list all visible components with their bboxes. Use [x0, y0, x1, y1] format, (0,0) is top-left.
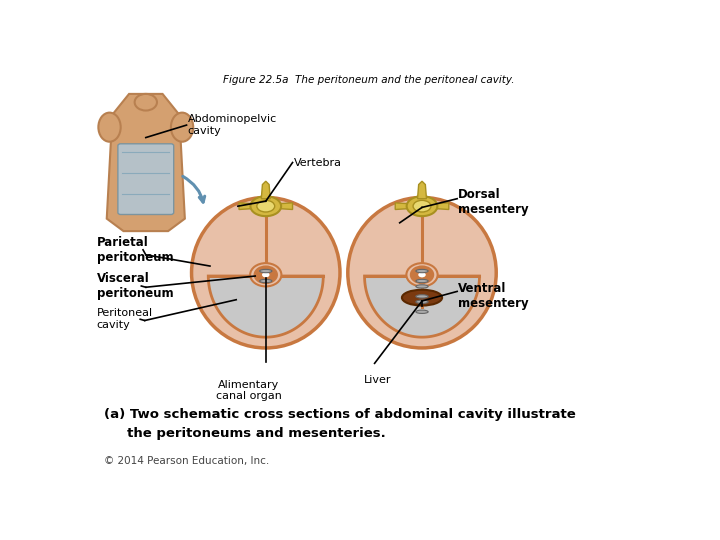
Ellipse shape [416, 279, 428, 282]
Text: Abdominopelvic
cavity: Abdominopelvic cavity [188, 114, 277, 136]
Ellipse shape [411, 266, 433, 283]
Polygon shape [239, 203, 258, 210]
Text: Figure 22.5a  The peritoneum and the peritoneal cavity.: Figure 22.5a The peritoneum and the peri… [223, 75, 515, 85]
Polygon shape [107, 94, 185, 231]
Text: Parietal
peritoneum: Parietal peritoneum [96, 236, 174, 264]
Text: Liver: Liver [364, 375, 391, 384]
Text: Ventral
mesentery: Ventral mesentery [459, 281, 529, 309]
Ellipse shape [261, 272, 270, 278]
Ellipse shape [407, 196, 437, 216]
Ellipse shape [416, 300, 428, 303]
Ellipse shape [416, 295, 428, 298]
FancyBboxPatch shape [118, 144, 174, 214]
Ellipse shape [416, 310, 428, 313]
Ellipse shape [413, 200, 431, 212]
Ellipse shape [416, 285, 428, 288]
Text: the peritoneums and mesenteries.: the peritoneums and mesenteries. [104, 427, 386, 440]
Text: Peritoneal
cavity: Peritoneal cavity [96, 308, 153, 330]
Ellipse shape [416, 269, 428, 273]
Text: Vertebra: Vertebra [294, 158, 342, 167]
Polygon shape [429, 203, 449, 210]
Text: © 2014 Pearson Education, Inc.: © 2014 Pearson Education, Inc. [104, 456, 269, 465]
Polygon shape [418, 181, 426, 199]
Polygon shape [364, 276, 480, 337]
Ellipse shape [406, 263, 438, 286]
Polygon shape [395, 203, 415, 210]
Polygon shape [273, 203, 292, 210]
Text: Visceral
peritoneum: Visceral peritoneum [96, 272, 174, 300]
Ellipse shape [255, 266, 277, 283]
Ellipse shape [192, 198, 340, 348]
Ellipse shape [135, 94, 157, 111]
Text: Alimentary
canal organ: Alimentary canal organ [216, 380, 282, 401]
Ellipse shape [99, 113, 121, 141]
Text: (a) Two schematic cross sections of abdominal cavity illustrate: (a) Two schematic cross sections of abdo… [104, 408, 576, 421]
Ellipse shape [418, 272, 426, 278]
Ellipse shape [251, 196, 281, 216]
Text: Dorsal
mesentery: Dorsal mesentery [459, 188, 529, 216]
Ellipse shape [260, 269, 272, 273]
Ellipse shape [348, 198, 496, 348]
Polygon shape [208, 276, 323, 337]
Ellipse shape [260, 279, 272, 282]
Ellipse shape [171, 113, 193, 141]
Ellipse shape [250, 263, 282, 286]
Ellipse shape [402, 290, 442, 306]
Polygon shape [261, 181, 270, 199]
Ellipse shape [257, 200, 275, 212]
